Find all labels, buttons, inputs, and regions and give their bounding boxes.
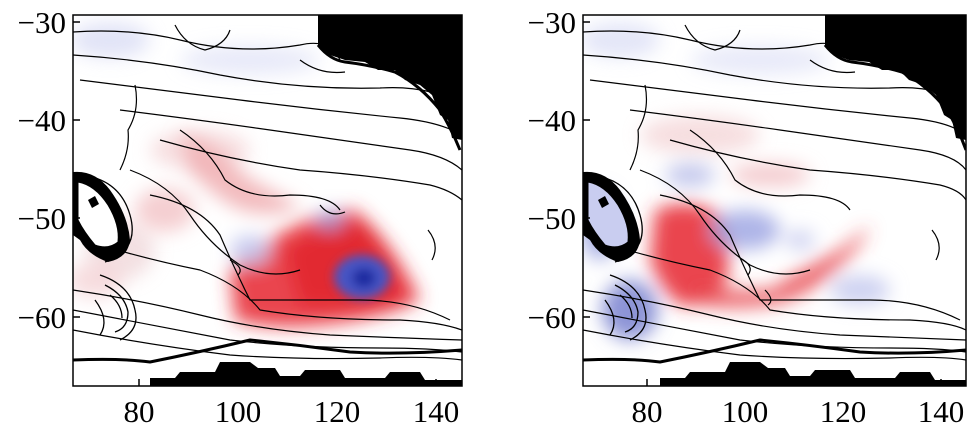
left-y-tick-label: −40	[18, 103, 66, 138]
right-map-frame	[582, 14, 967, 387]
left-y-tick-label: −60	[18, 300, 66, 335]
right-map-panel: −30 −40 −50 −60 80 100 120 140	[528, 5, 967, 429]
left-map-frame	[72, 14, 463, 387]
right-contours	[583, 24, 966, 361]
left-antarctic-shelf	[73, 338, 462, 364]
left-australia-shelf	[316, 44, 462, 151]
left-x-ticks	[138, 379, 437, 386]
left-island-kerguelen	[73, 171, 130, 262]
right-y-tick-label: −60	[528, 300, 576, 335]
right-land-antarctica	[660, 362, 966, 386]
left-x-tick-label: 140	[413, 394, 460, 429]
right-land-australia	[825, 15, 966, 140]
right-x-tick-label: 140	[918, 394, 965, 429]
left-x-tick-label: 100	[215, 394, 262, 429]
right-y-ticks	[583, 21, 590, 318]
left-map-panel: −30 −40 −50 −60 80 100 120 140	[18, 5, 463, 429]
left-anomaly-field	[73, 22, 420, 327]
right-australia-shelf	[823, 44, 966, 151]
left-y-tick-label: −30	[18, 5, 66, 40]
left-y-tick-label: −50	[18, 201, 66, 236]
right-y-tick-label: −50	[528, 201, 576, 236]
right-x-tick-label: 100	[722, 394, 769, 429]
right-x-ticks	[646, 379, 942, 386]
right-y-tick-label: −40	[528, 103, 576, 138]
right-antarctic-shelf	[583, 338, 966, 364]
left-y-ticks	[73, 21, 80, 318]
right-x-tick-label: 120	[820, 394, 867, 429]
left-x-tick-label: 120	[314, 394, 361, 429]
right-island-kerguelen	[583, 171, 640, 262]
right-y-tick-label: −30	[528, 5, 576, 40]
left-land-antarctica	[150, 362, 462, 386]
left-x-tick-label: 80	[124, 394, 155, 429]
right-x-tick-label: 80	[632, 394, 663, 429]
left-land-australia	[318, 15, 462, 140]
left-contours	[73, 24, 462, 361]
